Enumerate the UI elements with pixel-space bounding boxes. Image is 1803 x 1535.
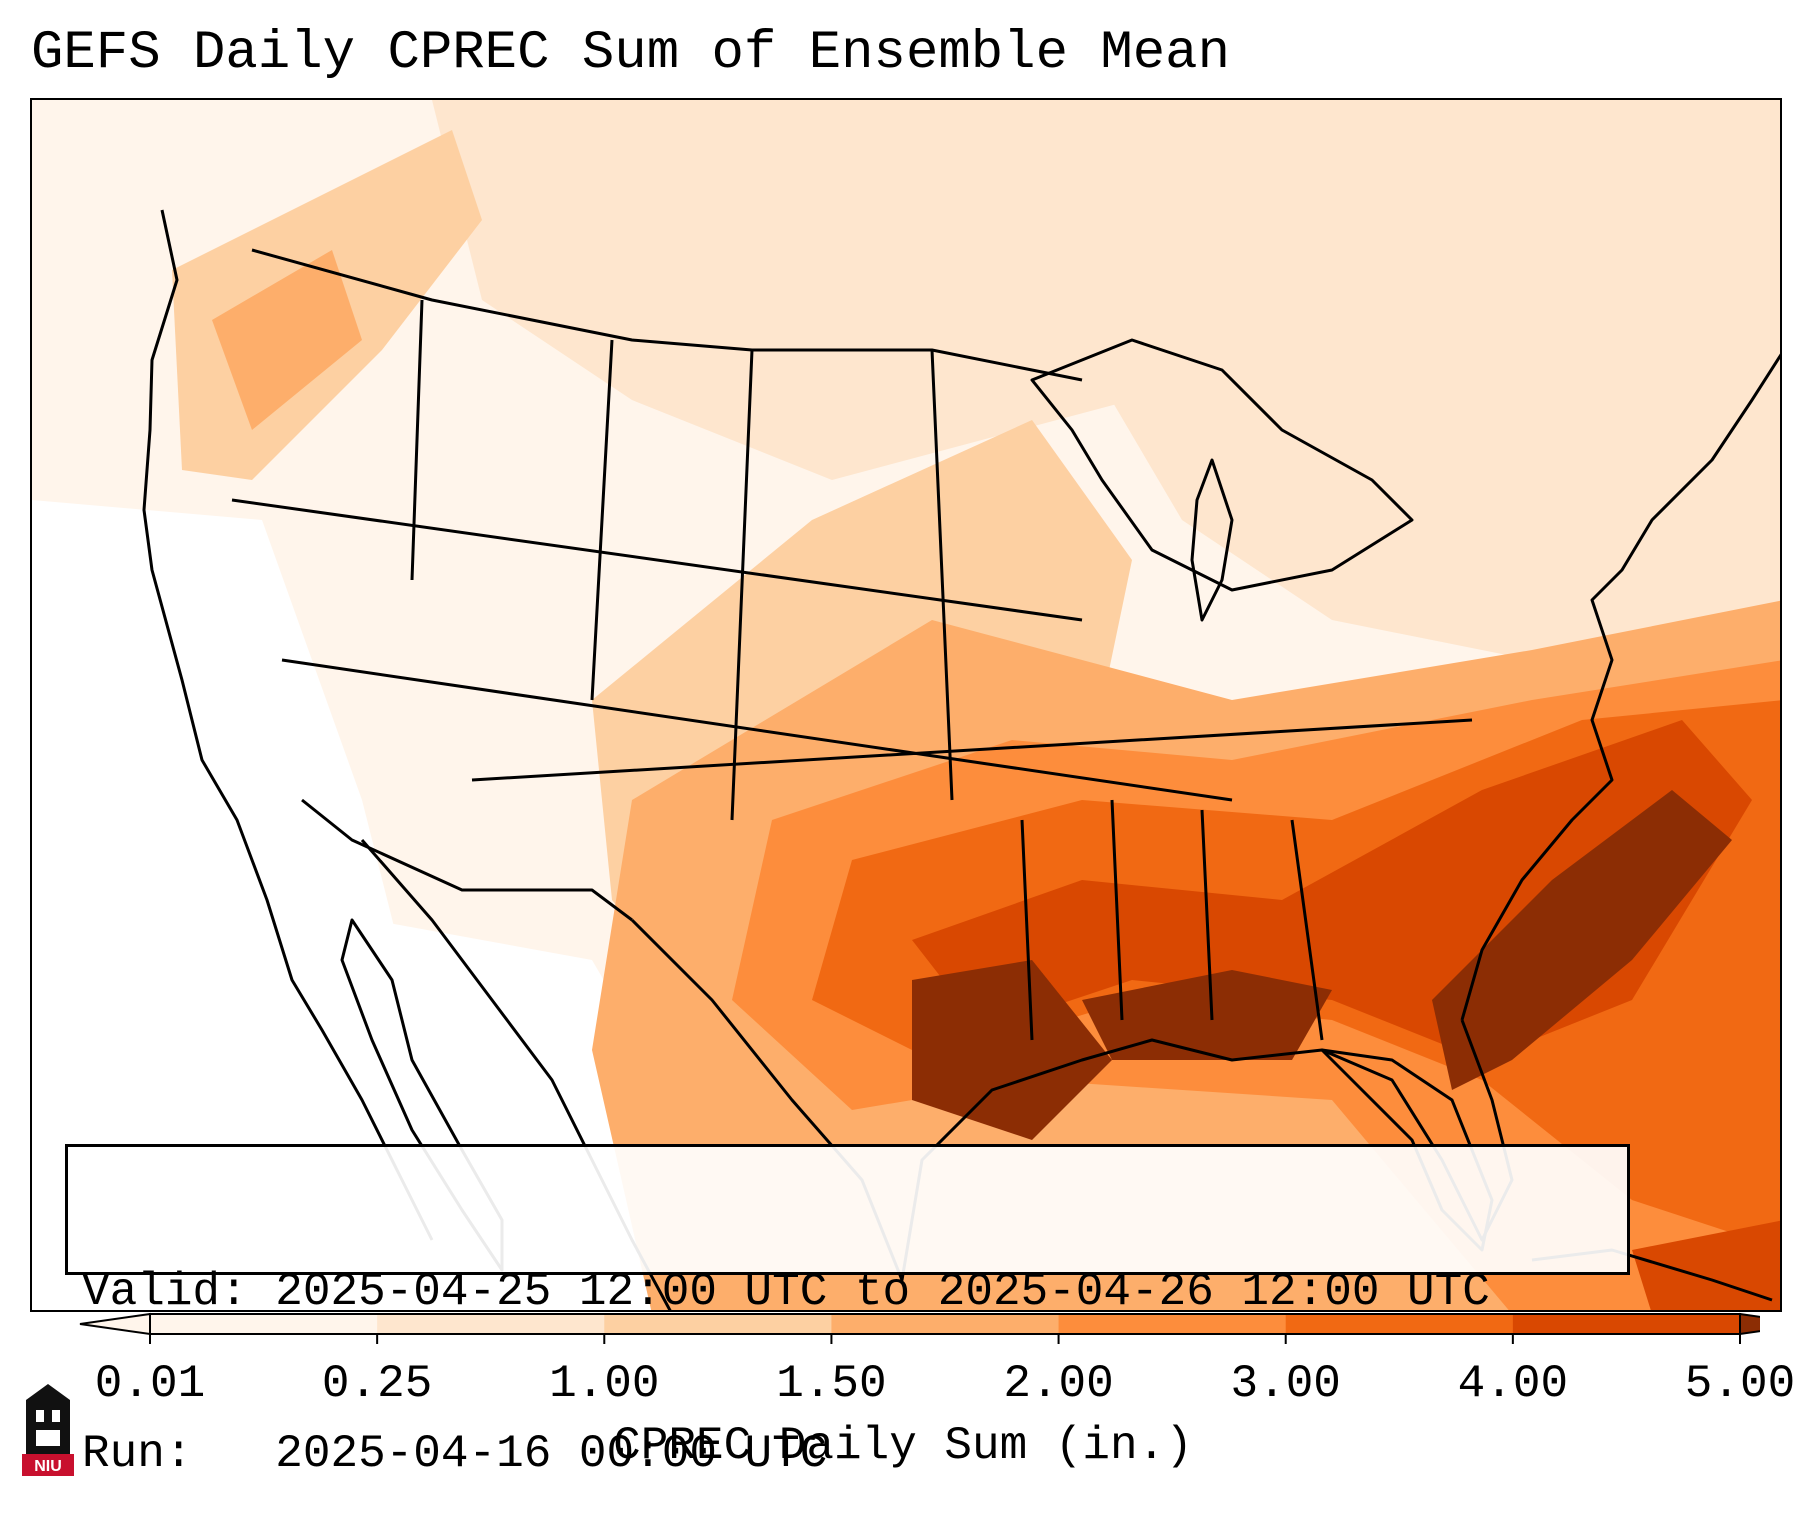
run-value: 2025-04-16 00:00 UTC: [275, 1428, 828, 1480]
state-line-northern-plains: [410, 299, 954, 821]
great-lakes-shore: [1030, 338, 1414, 592]
east-coastline: [1460, 353, 1780, 1021]
valid-run-box: Valid: 2025-04-25 12:00 UTC to 2025-04-2…: [65, 1144, 1630, 1480]
valid-value: 2025-04-25 12:00 UTC to 2025-04-26 12:00…: [275, 1266, 1490, 1318]
colorbar-extend-max: [1739, 1312, 1760, 1336]
colorbar-tick-label: 0.25: [321, 1358, 433, 1410]
colorbar-segment: [831, 1314, 1060, 1334]
colorbar-tick-label: 1.00: [549, 1358, 660, 1410]
precip-band-pnw-core: [212, 250, 362, 430]
colorbar-tick-label: 1.50: [776, 1358, 887, 1410]
map-canvas: [32, 100, 1780, 1310]
precipitation-map: [30, 98, 1782, 1312]
lake-michigan: [1190, 458, 1234, 622]
colorbar-segment: [1285, 1314, 1514, 1334]
colorbar-tick-label: 0.01: [94, 1358, 206, 1410]
colorbar-tick-label: 5.00: [1684, 1358, 1796, 1410]
state-line-south: [1020, 799, 1324, 1041]
colorbar-tick-label: 3.00: [1230, 1358, 1341, 1410]
chart-title: GEFS Daily CPREC Sum of Ensemble Mean: [31, 23, 1230, 84]
niu-logo: NIU: [22, 1384, 74, 1476]
valid-line: Valid: 2025-04-25 12:00 UTC to 2025-04-2…: [82, 1265, 1627, 1319]
run-line: Run: 2025-04-16 00:00 UTC: [82, 1427, 1627, 1481]
precip-band-light-northeast: [1082, 100, 1780, 660]
precip-band-light-north: [432, 100, 1132, 480]
colorbar-tick-label: 2.00: [1003, 1358, 1114, 1410]
precip-band-core-texas: [912, 960, 1112, 1140]
colorbar-segment: [1512, 1314, 1741, 1334]
mexico-border: [301, 798, 633, 922]
state-line-central: [231, 498, 1473, 802]
colorbar: [79, 1312, 1760, 1344]
map-outlines: [142, 209, 1780, 1310]
colorbar-segment: [1058, 1314, 1287, 1334]
precip-band-core-gulf-coast: [1082, 970, 1332, 1060]
colorbar-label: CPREC Daily Sum (in.): [613, 1420, 1193, 1472]
colorbar-segment: [150, 1314, 378, 1334]
run-label: Run:: [82, 1428, 193, 1480]
precip-band-core-atlantic: [1432, 790, 1732, 1090]
valid-label: Valid:: [82, 1266, 248, 1318]
precip-band-caribbean: [1632, 1220, 1780, 1310]
colorbar-tick-label: 4.00: [1457, 1358, 1569, 1410]
west-coastline: [142, 209, 434, 1241]
colorbar-extend-min: [79, 1312, 151, 1336]
colorbar-segment: [377, 1314, 605, 1334]
precip-fields: [32, 100, 1780, 1310]
colorbar-outline: [149, 1313, 1741, 1335]
logo-banner: [22, 1454, 74, 1476]
colorbar-segment: [604, 1314, 832, 1334]
logo-text: NIU: [34, 1458, 62, 1475]
